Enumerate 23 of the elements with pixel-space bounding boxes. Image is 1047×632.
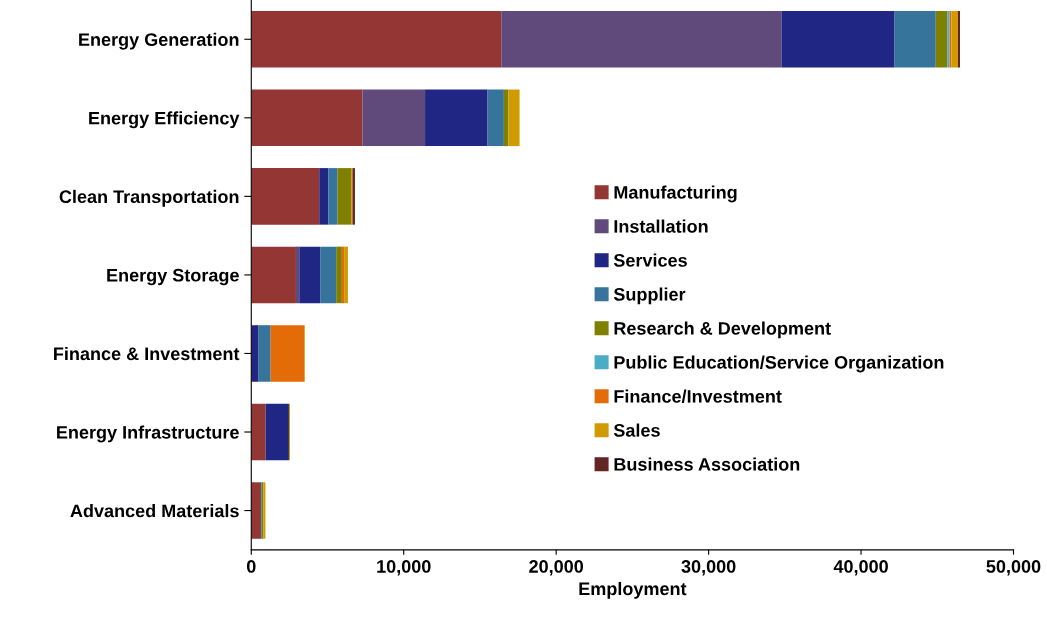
y-tick-label: Advanced Materials <box>70 504 239 518</box>
legend-label: Installation <box>614 219 708 233</box>
y-tick-label: Energy Generation <box>79 32 239 50</box>
x-tick-label: 20,000 <box>529 560 584 576</box>
x-tick-label: 50,000 <box>986 560 1041 576</box>
y-tick-label: Energy Efficiency <box>89 111 240 129</box>
legend-label: Research & Development <box>614 321 831 339</box>
x-axis-title: Employment <box>579 581 687 599</box>
legend-label: Services <box>613 253 687 267</box>
y-tick-label: Finance & Investment <box>54 346 240 361</box>
x-tick-label: 10,000 <box>377 560 431 576</box>
legend-label: Public Education/Service Organization <box>614 355 944 373</box>
legend-label: Supplier <box>613 287 686 305</box>
y-tick-label: Energy Infrastructure <box>57 425 239 443</box>
x-tick-label: 40,000 <box>833 560 888 576</box>
y-tick-label: Clean Transportation <box>59 189 239 207</box>
legend-label: Manufacturing <box>614 185 737 203</box>
legend-label: Business Association <box>614 457 800 471</box>
x-tick-label: 30,000 <box>681 560 736 576</box>
x-tick-label: 0 <box>246 560 256 573</box>
legend-label: Finance/Investment <box>614 389 782 403</box>
y-tick-label: Energy Storage <box>107 268 239 286</box>
legend-label: Sales <box>613 423 660 437</box>
